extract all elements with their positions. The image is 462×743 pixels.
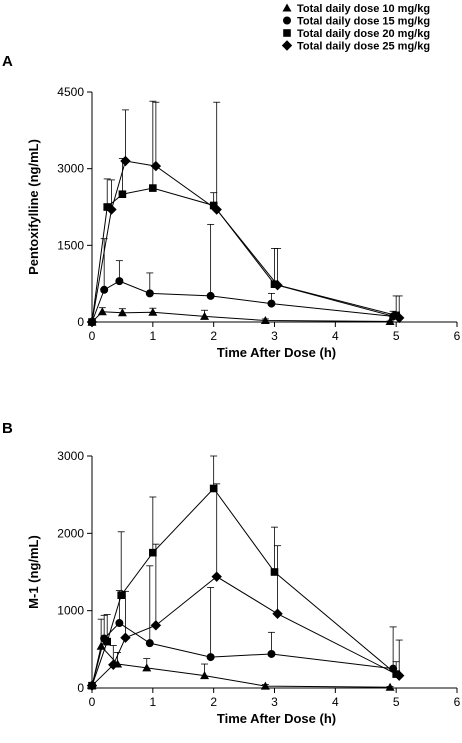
data-point-diamond: [272, 608, 283, 619]
data-point-triangle: [385, 682, 395, 691]
data-point-diamond: [120, 632, 131, 643]
panel-label: B: [2, 420, 13, 437]
data-point-circle: [206, 653, 215, 662]
y-axis-title: M-1 (ng/mL): [26, 535, 41, 609]
x-tick-label: 1: [149, 695, 156, 709]
data-point-circle: [145, 289, 154, 298]
data-point-circle: [115, 619, 124, 628]
y-tick-label: 1500: [57, 238, 84, 252]
legend-label: Total daily dose 25 mg/kg: [297, 41, 430, 53]
data-point-square: [118, 190, 127, 199]
y-axis-title: Pentoxifylline (ng/mL): [26, 139, 41, 275]
data-point-circle: [206, 291, 215, 300]
panel-a: A 0 1500 3000 4500 0 1 2 3 4 5 6 Time After Dose (h)…: [2, 53, 461, 360]
data-point-triangle: [200, 311, 210, 320]
panel-label: A: [2, 53, 13, 70]
series-triangle: [87, 307, 395, 326]
legend-label: Total daily dose 15 mg/kg: [297, 16, 430, 28]
y-tick-label: 3000: [57, 162, 84, 176]
series-line: [91, 576, 400, 687]
x-tick-label: 0: [89, 329, 96, 343]
data-point-triangle: [260, 681, 270, 690]
legend-marker-diamond: [281, 40, 293, 51]
x-tick-label: 5: [393, 695, 400, 709]
data-point-diamond: [120, 155, 131, 167]
y-tick-label: 3000: [57, 449, 84, 463]
panel-b: B 0 1000 2000 3000 0 1 2 3 4 5 6 Time After Dose (h)…: [2, 420, 461, 726]
series-diamond: [86, 483, 405, 691]
series-square: [88, 455, 400, 690]
series-line: [91, 645, 391, 688]
series-line: [91, 160, 400, 323]
data-point-triangle: [96, 641, 106, 650]
series-line: [91, 280, 394, 323]
data-point-square: [117, 591, 125, 599]
data-point-triangle: [148, 307, 158, 316]
y-tick-label: 0: [77, 681, 84, 695]
series-line: [91, 311, 391, 323]
data-point-square: [209, 201, 218, 210]
x-tick-label: 0: [89, 695, 96, 709]
data-point-circle: [267, 649, 276, 658]
data-point-square: [270, 568, 279, 576]
data-point-diamond: [150, 620, 162, 631]
data-point-circle: [267, 299, 276, 308]
y-tick-label: 0: [77, 315, 84, 329]
data-point-diamond: [106, 204, 117, 215]
data-point-square: [392, 311, 400, 320]
data-point-diamond: [86, 316, 98, 328]
y-tick-label: 4500: [57, 85, 84, 99]
data-point-triangle: [260, 315, 270, 324]
x-tick-label: 4: [332, 329, 339, 343]
series-line: [91, 187, 397, 323]
x-tick-label: 3: [271, 329, 278, 343]
x-tick-label: 2: [210, 695, 217, 709]
data-point-diamond: [211, 571, 222, 582]
data-point-triangle: [385, 316, 395, 325]
series-square: [88, 100, 400, 326]
data-point-square: [149, 548, 157, 557]
series-triangle: [87, 618, 395, 691]
data-point-circle: [100, 285, 109, 294]
data-point-diamond: [211, 204, 222, 215]
x-axis-title: Time After Dose (h): [217, 711, 336, 726]
data-point-diamond: [86, 680, 98, 691]
data-point-diamond: [394, 312, 405, 324]
legend-label: Total daily dose 20 mg/kg: [297, 28, 430, 40]
data-point-diamond: [108, 659, 119, 670]
data-point-square: [103, 203, 112, 211]
x-tick-label: 3: [271, 695, 278, 709]
data-point-circle: [115, 277, 124, 286]
data-point-circle: [145, 639, 154, 648]
y-tick-label: 1000: [57, 604, 84, 618]
series-circle: [88, 223, 398, 326]
series-line: [91, 487, 397, 686]
y-tick-label: 2000: [57, 526, 84, 540]
data-point-triangle: [200, 671, 210, 680]
x-tick-label: 1: [149, 329, 156, 343]
x-tick-label: 2: [210, 329, 217, 343]
data-point-diamond: [394, 670, 405, 681]
data-point-diamond: [272, 280, 283, 291]
x-tick-label: 6: [454, 695, 461, 709]
series-circle: [88, 565, 398, 690]
data-point-diamond: [150, 160, 162, 172]
x-tick-label: 6: [454, 329, 461, 343]
data-point-square: [209, 484, 218, 493]
legend-marker-square: [283, 29, 291, 37]
x-tick-label: 5: [393, 329, 400, 343]
data-point-triangle: [97, 307, 107, 316]
data-point-square: [149, 184, 157, 192]
legend-marker-circle: [283, 16, 291, 25]
data-point-triangle: [117, 308, 127, 317]
x-tick-label: 4: [332, 695, 339, 709]
x-axis-title: Time After Dose (h): [217, 345, 336, 360]
data-point-square: [103, 637, 112, 646]
series-diamond: [86, 101, 405, 328]
legend-label: Total daily dose 10 mg/kg: [297, 3, 430, 15]
data-point-triangle: [142, 663, 152, 672]
legend-marker-triangle: [282, 3, 292, 12]
